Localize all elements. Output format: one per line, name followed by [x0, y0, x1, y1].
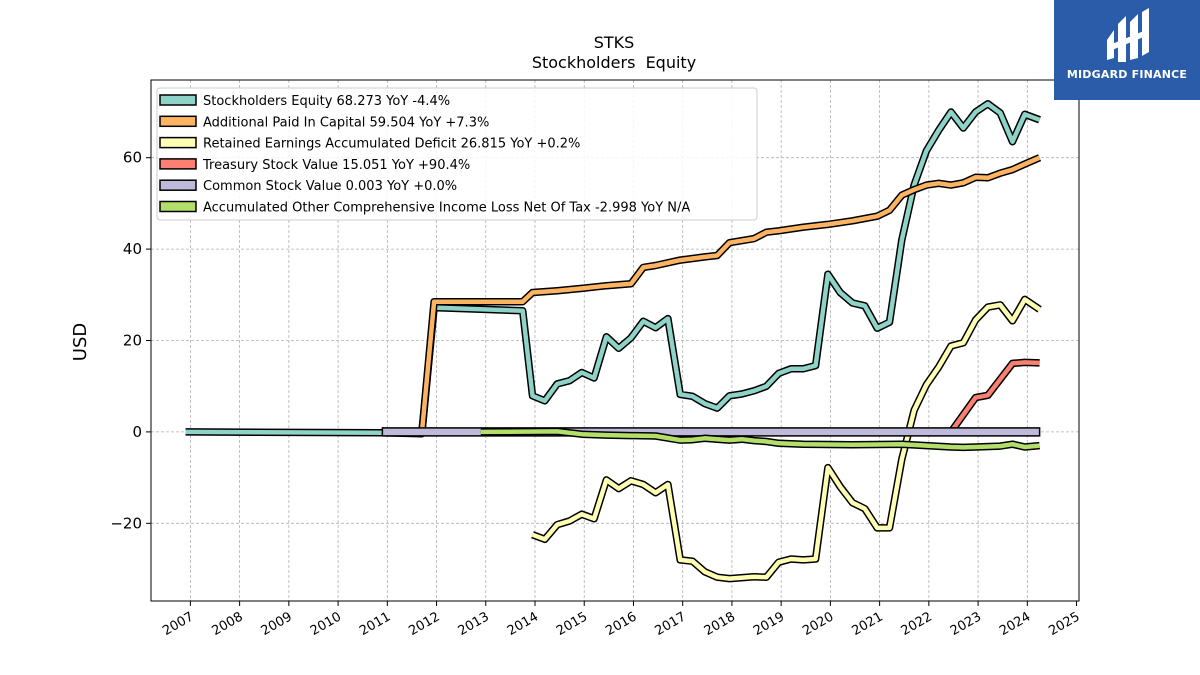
- legend-item: Common Stock Value 0.003 YoY +0.0%: [159, 179, 457, 194]
- legend-label: Treasury Stock Value 15.051 YoY +90.4%: [202, 158, 470, 173]
- y-tick-label: 40: [123, 240, 142, 258]
- legend-label: Stockholders Equity 68.273 YoY -4.4%: [203, 94, 450, 109]
- legend-label: Common Stock Value 0.003 YoY +0.0%: [203, 179, 457, 194]
- midgard-finance-logo: MIDGARD FINANCE: [1054, 0, 1200, 100]
- series-4: [947, 358, 1040, 435]
- series-line: [419, 155, 1041, 434]
- legend-label: Accumulated Other Comprehensive Income L…: [203, 201, 690, 216]
- legend-item: Retained Earnings Accumulated Deficit 26…: [159, 136, 580, 152]
- legend-swatch: [159, 200, 197, 213]
- brand-name: MIDGARD FINANCE: [1066, 68, 1188, 81]
- series-line: [531, 297, 1041, 581]
- y-tick-label: 20: [123, 332, 142, 350]
- series-2: [418, 154, 1042, 435]
- series-line: [949, 360, 1040, 434]
- series-6: [480, 427, 1040, 452]
- legend: Stockholders Equity 68.273 YoY -4.4% Addi…: [156, 87, 758, 221]
- y-axis: −20 0 20 40 60: [110, 149, 151, 532]
- y-tick-label: 0: [132, 423, 142, 441]
- legend-box: [156, 87, 758, 221]
- y-tick-label: 60: [123, 149, 142, 167]
- legend-item: Additional Paid In Capital 59.504 YoY +7…: [159, 115, 489, 130]
- legend-swatch: [159, 94, 197, 106]
- legend-swatch: [159, 136, 197, 149]
- legend-label: Additional Paid In Capital 59.504 YoY +7…: [203, 115, 489, 130]
- y-tick-label: −20: [110, 514, 142, 532]
- series-3: [531, 295, 1042, 583]
- series-line: [185, 101, 1041, 436]
- chart-title: STKS: [594, 33, 635, 52]
- chart-subtitle: Stockholders Equity: [532, 53, 696, 72]
- midgard-logo-icon: [1107, 8, 1149, 62]
- legend-swatch: [159, 115, 197, 128]
- legend-swatch: [159, 179, 197, 191]
- series-line: [480, 429, 1040, 450]
- legend-item: Accumulated Other Comprehensive Income L…: [159, 200, 690, 216]
- series-1: [185, 100, 1041, 438]
- series-lines: [185, 100, 1042, 583]
- legend-item: Treasury Stock Value 15.051 YoY +90.4%: [159, 158, 470, 173]
- legend-item: Stockholders Equity 68.273 YoY -4.4%: [159, 94, 450, 109]
- y-axis-label: USD: [70, 323, 91, 361]
- legend-label: Retained Earnings Accumulated Deficit 26…: [203, 137, 580, 152]
- legend-swatch: [159, 158, 197, 170]
